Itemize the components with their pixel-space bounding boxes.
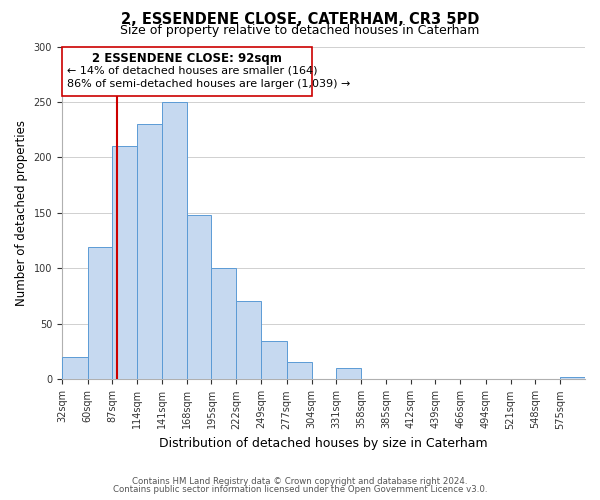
Text: 86% of semi-detached houses are larger (1,039) →: 86% of semi-detached houses are larger (…: [67, 78, 351, 88]
Text: Contains HM Land Registry data © Crown copyright and database right 2024.: Contains HM Land Registry data © Crown c…: [132, 477, 468, 486]
Text: ← 14% of detached houses are smaller (164): ← 14% of detached houses are smaller (16…: [67, 66, 318, 76]
Bar: [560, 377, 585, 380]
Bar: [88, 248, 112, 380]
Y-axis label: Number of detached properties: Number of detached properties: [15, 120, 28, 306]
Bar: [336, 368, 361, 380]
Bar: [211, 268, 236, 380]
X-axis label: Distribution of detached houses by size in Caterham: Distribution of detached houses by size …: [159, 437, 488, 450]
Bar: [287, 362, 311, 380]
Bar: [236, 300, 261, 380]
Bar: [261, 340, 287, 380]
Bar: [187, 215, 211, 380]
Text: Size of property relative to detached houses in Caterham: Size of property relative to detached ho…: [121, 24, 479, 37]
Bar: [162, 102, 187, 380]
Text: 2 ESSENDENE CLOSE: 92sqm: 2 ESSENDENE CLOSE: 92sqm: [92, 52, 281, 65]
Text: 2, ESSENDENE CLOSE, CATERHAM, CR3 5PD: 2, ESSENDENE CLOSE, CATERHAM, CR3 5PD: [121, 12, 479, 28]
Bar: [137, 124, 162, 380]
FancyBboxPatch shape: [62, 46, 311, 96]
Bar: [112, 146, 137, 380]
Text: Contains public sector information licensed under the Open Government Licence v3: Contains public sector information licen…: [113, 484, 487, 494]
Bar: [62, 357, 88, 380]
